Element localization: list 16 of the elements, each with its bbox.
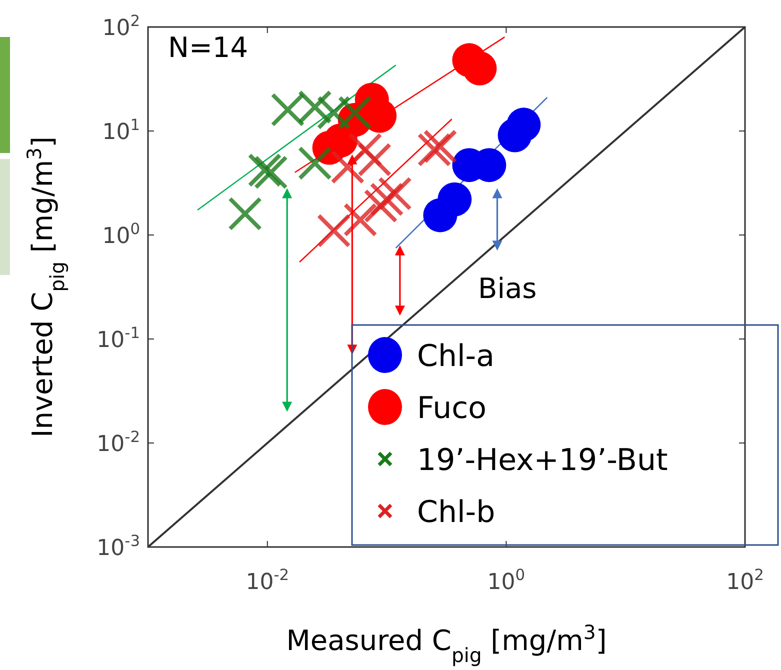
- y-tick-label: 10$^{-2}$: [96, 428, 140, 457]
- x-tick-label: 10$^{2}$: [726, 566, 764, 595]
- annotation: Bias: [478, 272, 537, 305]
- x-tick-label: 10$^{0}$: [487, 566, 526, 595]
- y-tick-label: 10$^{-1}$: [96, 324, 140, 353]
- x-tick-label: 10$^{-2}$: [246, 566, 290, 595]
- legend-label: 19’-Hex+19’-But: [417, 443, 668, 478]
- legend-label: Chl-a: [417, 339, 495, 374]
- y-tick-label: 10$^{2}$: [102, 12, 140, 41]
- annotation: N=14: [168, 31, 248, 64]
- legend-label: Fuco: [417, 391, 486, 426]
- y-tick-label: 10$^{0}$: [102, 220, 140, 249]
- legend-label: Chl-b: [417, 495, 496, 530]
- y-tick-label: 10$^{-3}$: [96, 532, 140, 561]
- y-tick-label: 10$^{1}$: [102, 116, 140, 145]
- x-axis-title: Measured C$_{pig}$ [mg/m$^{3}$]: [286, 620, 607, 666]
